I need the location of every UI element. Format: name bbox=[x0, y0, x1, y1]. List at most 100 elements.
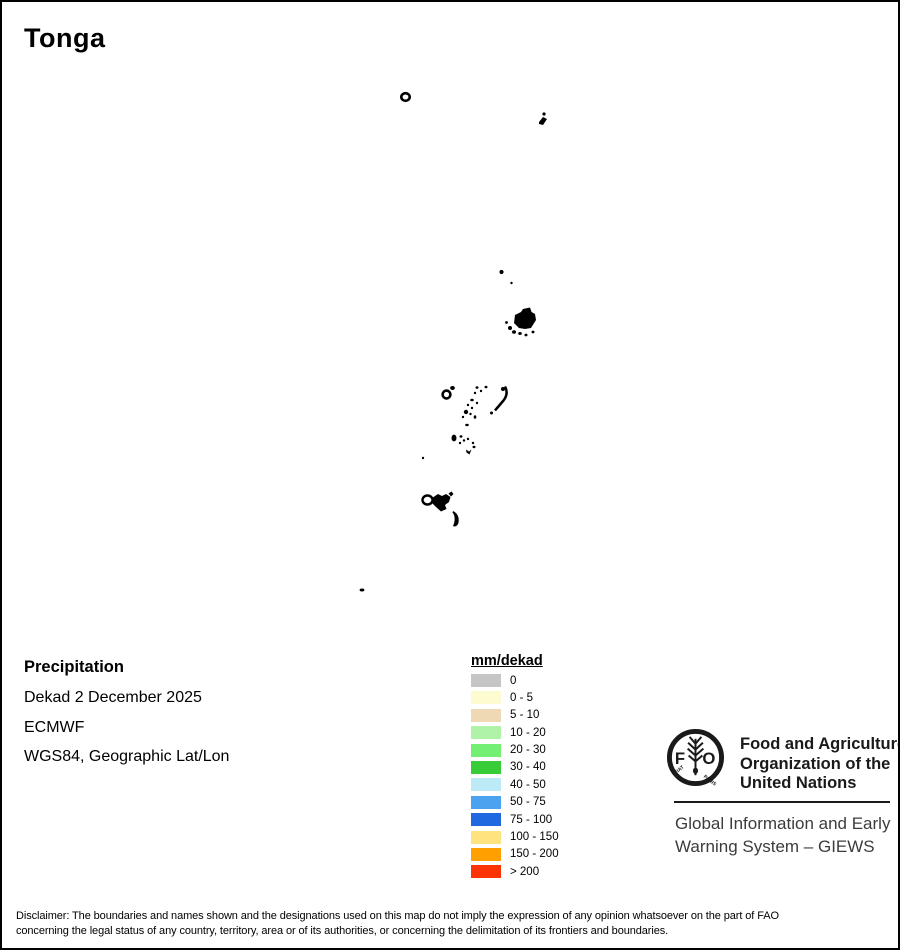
fao-org-line2: Organization of the bbox=[740, 754, 891, 773]
legend-swatch bbox=[471, 847, 501, 861]
island-shape bbox=[514, 307, 536, 329]
giews-line1: Global Information and Early bbox=[675, 814, 891, 833]
island-shape bbox=[471, 441, 475, 445]
legend-swatch bbox=[471, 726, 501, 740]
island-shape bbox=[473, 415, 477, 419]
projection-label: WGS84, Geographic Lat/Lon bbox=[24, 748, 230, 765]
legend-row: 30 - 40 bbox=[471, 760, 621, 774]
legend-label: 0 - 5 bbox=[510, 691, 534, 704]
legend-label: 30 - 40 bbox=[510, 761, 546, 774]
island-shape bbox=[463, 409, 469, 415]
legend-row: > 200 bbox=[471, 865, 621, 879]
disclaimer-line1: Disclaimer: The boundaries and names sho… bbox=[16, 910, 779, 922]
fao-org-line3: United Nations bbox=[740, 774, 857, 792]
island-shape bbox=[399, 91, 411, 103]
fao-org-line1: Food and Agriculture bbox=[740, 735, 900, 753]
island-shape bbox=[539, 117, 547, 125]
island-shape bbox=[465, 423, 469, 427]
fao-letter-o: O bbox=[702, 749, 715, 768]
island-shape bbox=[473, 391, 477, 395]
disclaimer-text: Disclaimer: The boundaries and names sho… bbox=[16, 909, 892, 938]
legend-label: 0 bbox=[510, 674, 517, 687]
island-shape bbox=[458, 441, 462, 445]
legend-row: 0 - 5 bbox=[471, 691, 621, 705]
legend-label: 10 - 20 bbox=[510, 726, 546, 739]
legend-swatch bbox=[471, 778, 501, 792]
island-shape bbox=[510, 281, 513, 285]
island-shape bbox=[452, 511, 459, 527]
legend-swatch bbox=[471, 813, 501, 827]
legend-label: 100 - 150 bbox=[510, 831, 559, 844]
legend: mm/dekad 0 0 - 5 5 - 10 10 - 20 20 - 30 30 - … bbox=[471, 653, 621, 879]
island-shape bbox=[448, 491, 454, 497]
island-shape bbox=[466, 403, 470, 407]
legend-label: 40 - 50 bbox=[510, 778, 546, 791]
island-shape bbox=[524, 333, 528, 337]
dekad-date-label: Dekad 2 December 2025 bbox=[24, 689, 202, 706]
island-shape bbox=[421, 456, 425, 460]
legend-swatch bbox=[471, 743, 501, 757]
giews-line2: Warning System – GIEWS bbox=[675, 836, 875, 856]
island-shape bbox=[441, 389, 452, 400]
island-shape bbox=[451, 434, 457, 442]
fao-org-name: Food and Agriculture Organization of the… bbox=[740, 735, 900, 794]
island-shape bbox=[466, 437, 470, 441]
wheat-grain bbox=[692, 767, 699, 774]
island-shape bbox=[475, 401, 479, 405]
data-source-label: ECMWF bbox=[24, 719, 85, 736]
legend-swatch bbox=[471, 760, 501, 774]
island-shape bbox=[470, 406, 474, 410]
island-shape bbox=[472, 445, 476, 449]
island-shape bbox=[501, 387, 505, 391]
fao-motto-fiat: FIAT bbox=[674, 764, 686, 775]
island-shape bbox=[518, 332, 522, 335]
legend-label: 20 - 30 bbox=[510, 744, 546, 757]
fao-letter-f: F bbox=[675, 749, 685, 768]
island-shape bbox=[490, 411, 493, 415]
page-title: Tonga bbox=[24, 23, 106, 53]
precipitation-heading: Precipitation bbox=[24, 658, 124, 676]
island-shape bbox=[494, 385, 508, 412]
island-shape bbox=[484, 385, 488, 389]
legend-row: 50 - 75 bbox=[471, 795, 621, 809]
island-shape bbox=[475, 386, 479, 389]
island-shape bbox=[432, 494, 451, 512]
legend-row: 150 - 200 bbox=[471, 847, 621, 861]
island-shape bbox=[505, 321, 508, 324]
legend-row: 20 - 30 bbox=[471, 743, 621, 757]
legend-label: 50 - 75 bbox=[510, 796, 546, 809]
legend-row: 10 - 20 bbox=[471, 726, 621, 740]
legend-swatch bbox=[471, 865, 501, 879]
legend-label: 75 - 100 bbox=[510, 813, 553, 826]
island-shape bbox=[421, 494, 434, 506]
island-shape bbox=[470, 398, 474, 402]
legend-row: 40 - 50 bbox=[471, 778, 621, 792]
island-shape bbox=[459, 435, 463, 438]
island-shape bbox=[469, 412, 472, 416]
legend-label: > 200 bbox=[510, 865, 540, 878]
island-shape bbox=[512, 330, 516, 334]
island-shape bbox=[479, 389, 483, 393]
legend-rows: 0 0 - 5 5 - 10 10 - 20 20 - 30 30 - 40 40 - 50… bbox=[471, 674, 621, 879]
island-shape bbox=[508, 326, 512, 330]
disclaimer-line2: concerning the legal status of any count… bbox=[16, 924, 669, 937]
island-shape bbox=[466, 449, 472, 455]
legend-swatch bbox=[471, 795, 501, 809]
legend-row: 100 - 150 bbox=[471, 830, 621, 844]
fao-divider-line bbox=[674, 801, 890, 803]
legend-row: 75 - 100 bbox=[471, 813, 621, 827]
island-shape bbox=[462, 439, 466, 442]
legend-row: 5 - 10 bbox=[471, 708, 621, 722]
island-shape bbox=[450, 386, 455, 390]
legend-swatch bbox=[471, 691, 501, 705]
legend-label: 5 - 10 bbox=[510, 709, 540, 722]
giews-label: Global Information and Early Warning Sys… bbox=[675, 813, 890, 858]
island-shape bbox=[359, 588, 365, 592]
legend-row: 0 bbox=[471, 674, 621, 687]
island-shape bbox=[499, 269, 504, 275]
legend-title: mm/dekad bbox=[471, 653, 543, 669]
legend-swatch bbox=[471, 674, 501, 687]
legend-swatch bbox=[471, 830, 501, 844]
